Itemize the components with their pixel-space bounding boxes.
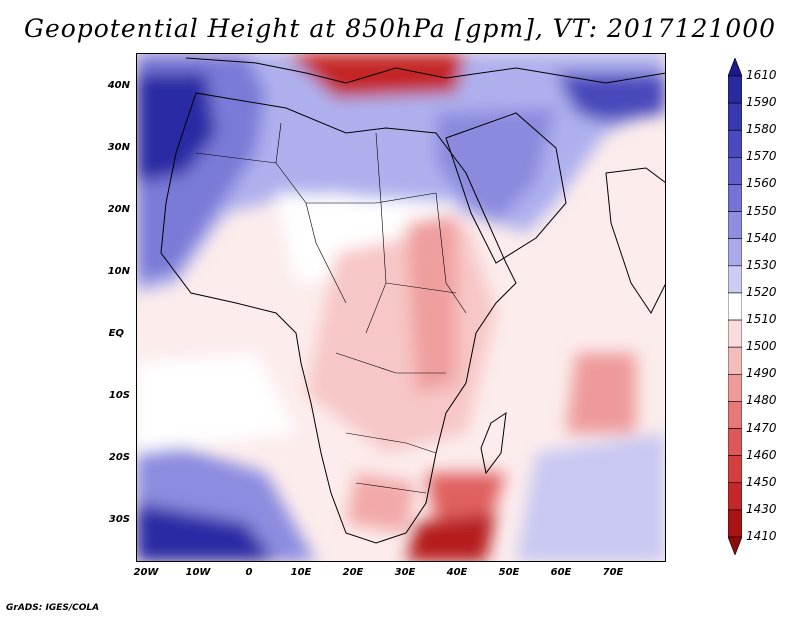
colorbar-swatch bbox=[728, 211, 742, 240]
colorbar-label: 1430 bbox=[746, 501, 777, 516]
indian-ocean-low bbox=[566, 353, 636, 433]
lon-label: 70E bbox=[602, 567, 624, 578]
south-africa-low bbox=[406, 513, 496, 562]
colorbar-label: 1540 bbox=[746, 230, 777, 245]
lon-label: 60E bbox=[550, 567, 572, 578]
colorbar-swatch bbox=[728, 536, 742, 555]
lon-label: 20W bbox=[133, 567, 159, 578]
colorbar-label: 1410 bbox=[746, 529, 777, 543]
country-borders bbox=[195, 122, 467, 494]
colorbar-label: 1450 bbox=[746, 474, 777, 489]
colorbar-label: 1590 bbox=[746, 95, 777, 110]
colorbar-label: 1610 bbox=[746, 68, 777, 82]
west-atlantic-core bbox=[136, 73, 216, 183]
colorbar bbox=[728, 58, 742, 555]
colorbar-swatch bbox=[728, 428, 742, 456]
lon-label: 10W bbox=[185, 567, 211, 578]
colorbar-swatch bbox=[728, 319, 742, 348]
lon-label: 20E bbox=[342, 567, 364, 578]
map-title: Geopotential Height at 850hPa [gpm], VT:… bbox=[23, 14, 777, 43]
colorbar-label: 1510 bbox=[746, 312, 777, 327]
colorbar-swatch bbox=[728, 157, 742, 185]
coastlines bbox=[160, 57, 666, 544]
colorbar-swatch bbox=[728, 238, 742, 267]
lat-label: 30N bbox=[107, 142, 130, 153]
southwest-core bbox=[136, 503, 276, 562]
colorbar-swatch bbox=[728, 129, 742, 158]
lon-label: 50E bbox=[498, 567, 520, 578]
mediterranean-low bbox=[286, 53, 466, 98]
colorbar-swatch bbox=[728, 292, 742, 321]
lat-label: 10S bbox=[108, 390, 130, 401]
colorbar-label: 1530 bbox=[746, 257, 777, 272]
colorbar-swatch bbox=[728, 482, 742, 511]
arabia-high bbox=[436, 108, 556, 223]
lat-label: 10N bbox=[107, 266, 130, 277]
lon-label: 10E bbox=[290, 567, 312, 578]
india-coastline bbox=[605, 167, 666, 314]
colorbar-label: 1470 bbox=[746, 420, 777, 435]
lat-label: EQ bbox=[108, 328, 124, 339]
colorbar-label: 1500 bbox=[746, 339, 777, 354]
lat-label: 20N bbox=[107, 204, 130, 215]
lon-label: 40E bbox=[446, 567, 468, 578]
height-field bbox=[136, 53, 666, 562]
colorbar-label: 1490 bbox=[746, 366, 777, 381]
colorbar-swatch bbox=[728, 58, 742, 77]
lat-label: 30S bbox=[108, 514, 130, 525]
colorbar-swatch bbox=[728, 265, 742, 294]
colorbar-label: 1550 bbox=[746, 203, 777, 218]
colorbar-swatch bbox=[728, 401, 742, 429]
colorbar-label: 1480 bbox=[746, 393, 777, 408]
arabia-coastline bbox=[445, 112, 567, 264]
europe-coastline bbox=[185, 57, 666, 84]
africa-coastline bbox=[160, 92, 517, 544]
lon-label: 0 bbox=[245, 567, 253, 578]
colorbar-label: 1560 bbox=[746, 176, 777, 191]
lat-label: 20S bbox=[108, 452, 130, 463]
geopotential-height-map bbox=[136, 53, 666, 562]
colorbar-label: 1570 bbox=[746, 149, 777, 164]
colorbar-swatch bbox=[728, 75, 742, 104]
colorbar-swatch bbox=[728, 102, 742, 131]
footer-credit: GrADS: IGES/COLA bbox=[6, 603, 100, 613]
colorbar-swatch bbox=[728, 346, 742, 375]
colorbar-swatch bbox=[728, 455, 742, 484]
colorbar-swatch bbox=[728, 509, 742, 538]
kalahari-low bbox=[346, 473, 416, 533]
equatorial-atlantic-neutral bbox=[136, 353, 296, 453]
colorbar-label: 1460 bbox=[746, 447, 777, 462]
colorbar-swatch bbox=[728, 184, 742, 212]
colorbar-label: 1520 bbox=[746, 284, 777, 299]
iran-high bbox=[556, 73, 666, 123]
southeast-high bbox=[516, 433, 666, 562]
lat-label: 40N bbox=[107, 80, 130, 91]
colorbar-label: 1580 bbox=[746, 122, 777, 137]
lon-label: 30E bbox=[394, 567, 416, 578]
colorbar-swatch bbox=[728, 373, 742, 402]
madagascar-outline bbox=[480, 411, 507, 475]
